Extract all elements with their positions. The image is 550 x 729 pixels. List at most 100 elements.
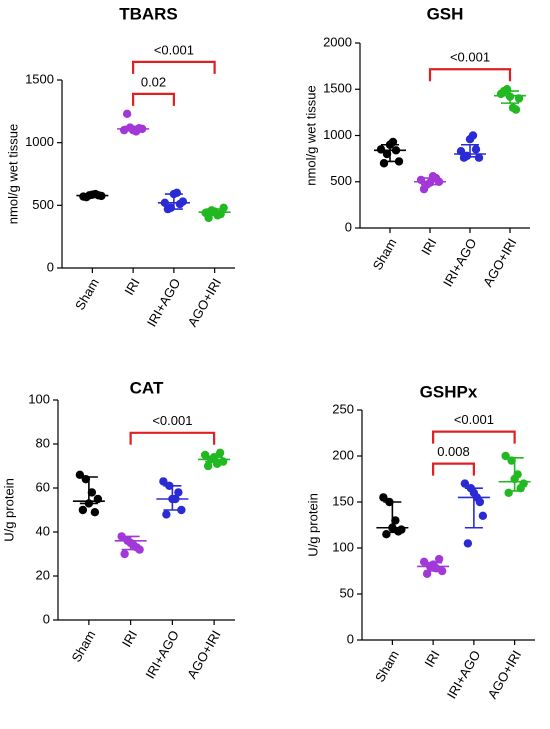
x-tick-label: IRI+AGO	[142, 628, 182, 681]
y-tick-label: 0	[345, 219, 352, 234]
data-point	[465, 135, 475, 144]
data-point	[394, 527, 403, 536]
y-tick-label: 0	[43, 611, 50, 626]
data-point	[159, 477, 168, 486]
data-point	[428, 560, 438, 569]
p-value: <0.001	[152, 413, 192, 428]
data-point	[437, 566, 447, 576]
y-tick-label: 1000	[25, 134, 54, 149]
significance-bracket	[432, 462, 475, 476]
data-point	[126, 538, 135, 548]
data-point	[203, 461, 213, 471]
y-tick-label: 0	[347, 631, 354, 646]
y-axis-label: U/g protein	[1, 478, 16, 542]
y-tick-label: 250	[332, 401, 354, 416]
data-point	[385, 140, 395, 149]
data-point	[382, 530, 391, 539]
data-point	[475, 497, 485, 507]
data-point	[391, 146, 401, 155]
data-point	[501, 451, 510, 461]
y-tick-label: 1500	[323, 81, 352, 96]
data-point	[460, 479, 470, 488]
data-point	[132, 543, 141, 552]
data-point	[463, 539, 473, 548]
data-point	[122, 109, 132, 119]
data-point	[459, 153, 469, 162]
data-point	[474, 153, 484, 162]
y-tick-label: 1500	[25, 71, 54, 86]
data-point	[434, 554, 444, 564]
y-tick-label: 80	[36, 435, 50, 450]
data-point	[385, 497, 394, 507]
y-tick-label: 150	[332, 493, 354, 508]
y-tick-label: 0	[47, 259, 54, 274]
data-point	[379, 493, 388, 502]
significance-bracket	[432, 430, 516, 444]
significance-bracket	[428, 68, 512, 82]
panel-title: GSH	[427, 4, 464, 23]
data-point	[168, 494, 177, 504]
data-point	[215, 448, 225, 457]
y-tick-label: 100	[332, 539, 354, 554]
data-point	[422, 569, 432, 578]
x-tick-label: IRI+AGO	[144, 276, 184, 329]
significance-bracket	[132, 60, 216, 74]
data-point	[93, 494, 103, 504]
y-tick-label: 500	[32, 197, 54, 212]
y-axis-label: nmol/g wet tissue	[303, 85, 318, 185]
data-point	[204, 213, 213, 223]
data-point	[90, 508, 100, 517]
x-tick-label: Sham	[372, 648, 402, 685]
data-point	[388, 523, 397, 532]
data-point	[94, 191, 103, 200]
panel: GSHPx U/g protein 0 50 100 150 200 250 Sham IRI IR…	[305, 382, 535, 701]
data-point	[391, 516, 400, 525]
panel-title: TBARS	[119, 4, 178, 23]
x-tick-label: IRI+AGO	[444, 648, 484, 701]
x-tick-label: AGO+IRI	[480, 236, 520, 289]
data-point	[84, 499, 94, 508]
data-point	[87, 488, 97, 497]
significance-bracket	[129, 431, 216, 445]
x-tick-label: IRI+AGO	[440, 236, 480, 289]
data-point	[394, 157, 404, 166]
x-tick-label: IRI	[119, 628, 140, 650]
y-tick-label: 50	[340, 585, 354, 600]
panel-title: CAT	[130, 378, 164, 397]
data-point	[134, 124, 144, 133]
x-tick-label: Sham	[370, 236, 400, 273]
data-point	[219, 203, 228, 213]
panel-title: GSHPx	[420, 382, 478, 401]
data-point	[504, 488, 513, 497]
data-point	[478, 511, 488, 520]
data-point	[469, 488, 479, 497]
data-point	[169, 189, 179, 199]
data-point	[81, 475, 91, 484]
panel: GSH nmol/g wet tissue 0 500 1000 1500 2000 Sham…	[303, 4, 530, 289]
y-tick-label: 2000	[323, 34, 352, 49]
data-point	[514, 94, 524, 103]
data-point	[163, 204, 173, 214]
data-point	[456, 147, 466, 156]
y-tick-label: 200	[332, 447, 354, 462]
y-axis-label: U/g protein	[305, 493, 320, 557]
data-point	[175, 199, 185, 209]
p-value: <0.001	[450, 50, 490, 65]
data-point	[120, 549, 129, 559]
data-point	[507, 456, 516, 465]
panel: CAT U/g protein 0 20 40 60 80 100 Sham IRI IRI+AGO…	[1, 378, 235, 681]
significance-bracket	[132, 92, 175, 106]
y-tick-label: 60	[36, 479, 50, 494]
data-point	[516, 484, 525, 493]
data-point	[425, 178, 435, 187]
data-point	[177, 505, 186, 515]
x-tick-label: AGO+IRI	[185, 276, 225, 329]
p-value: <0.001	[154, 42, 194, 57]
data-point	[78, 505, 88, 515]
data-point	[200, 450, 210, 460]
x-tick-label: AGO+IRI	[184, 628, 224, 681]
data-point	[431, 173, 441, 183]
p-value: <0.001	[454, 412, 494, 427]
data-point	[471, 145, 481, 154]
data-point	[510, 474, 519, 484]
